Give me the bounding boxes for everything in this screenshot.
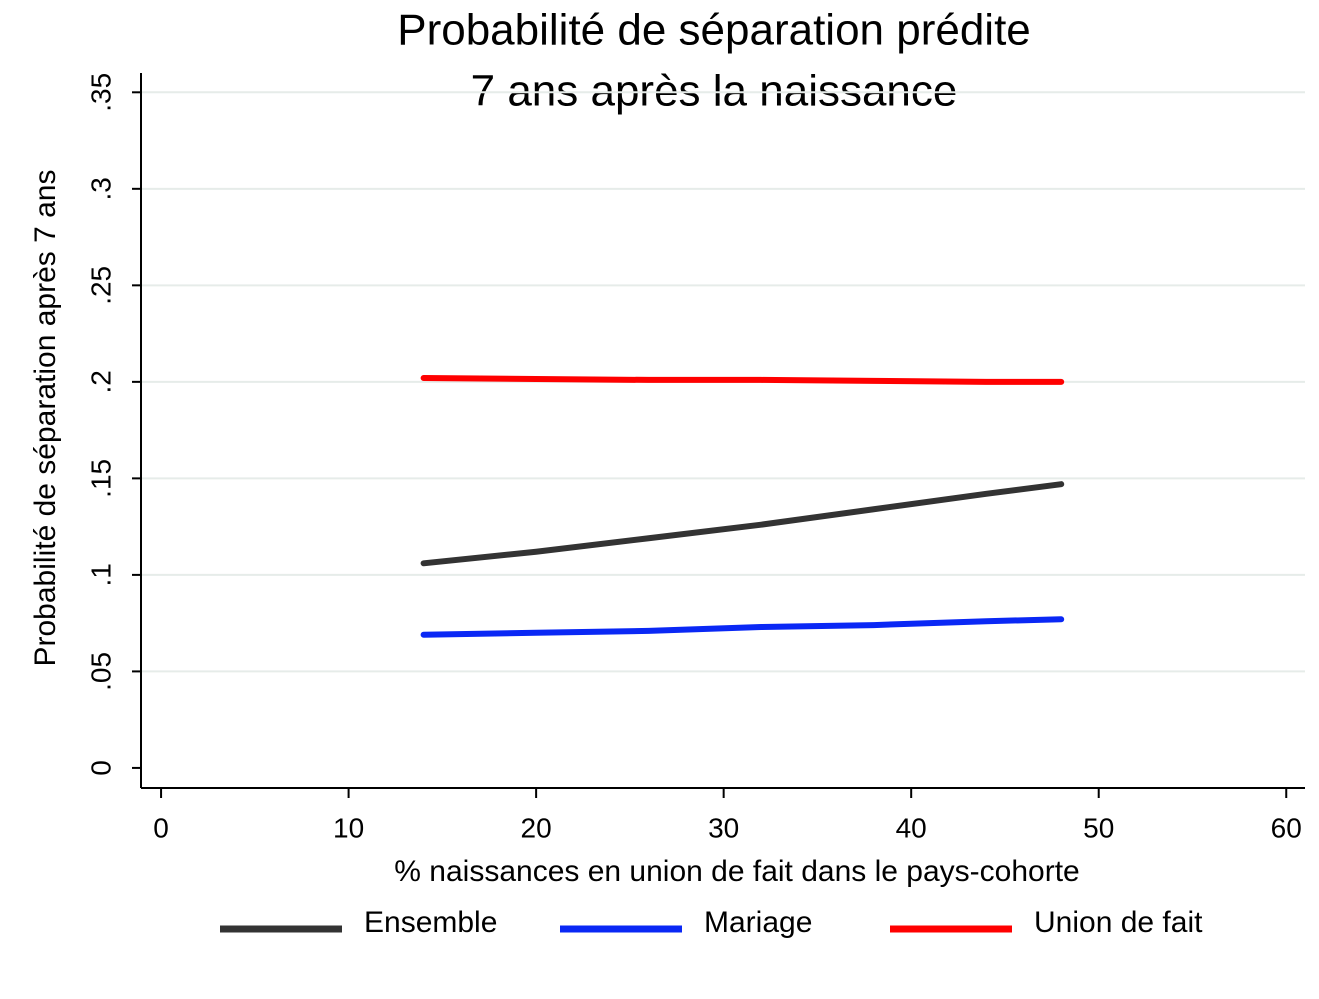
y-tick-label: 0 <box>85 760 116 776</box>
x-tick-label: 30 <box>708 812 739 843</box>
y-tick-label: .35 <box>85 73 116 112</box>
y-tick-label: .15 <box>85 459 116 498</box>
legend-label: Mariage <box>704 906 812 939</box>
x-tick-label: 50 <box>1083 812 1114 843</box>
y-axis-label: Probabilité de séparation après 7 ans <box>29 170 62 667</box>
series-line <box>420 374 1065 385</box>
series-line <box>420 616 1065 638</box>
y-tick-label: .05 <box>85 652 116 691</box>
series-line <box>420 481 1065 567</box>
y-tick-label: .1 <box>85 563 116 586</box>
chart-title: Probabilité de séparation prédite <box>397 6 1031 55</box>
x-tick-label: 20 <box>521 812 552 843</box>
legend-label: Ensemble <box>364 906 497 939</box>
y-tick-label: .3 <box>85 177 116 200</box>
chart-title: 7 ans après la naissance <box>471 67 958 116</box>
x-tick-label: 40 <box>896 812 927 843</box>
x-axis-label: % naissances en union de fait dans le pa… <box>394 855 1079 888</box>
legend-label: Union de fait <box>1034 906 1203 939</box>
y-tick-label: .25 <box>85 266 116 305</box>
x-tick-label: 0 <box>153 812 169 843</box>
x-tick-label: 60 <box>1271 812 1302 843</box>
y-tick-label: .2 <box>85 370 116 393</box>
x-tick-label: 10 <box>333 812 364 843</box>
